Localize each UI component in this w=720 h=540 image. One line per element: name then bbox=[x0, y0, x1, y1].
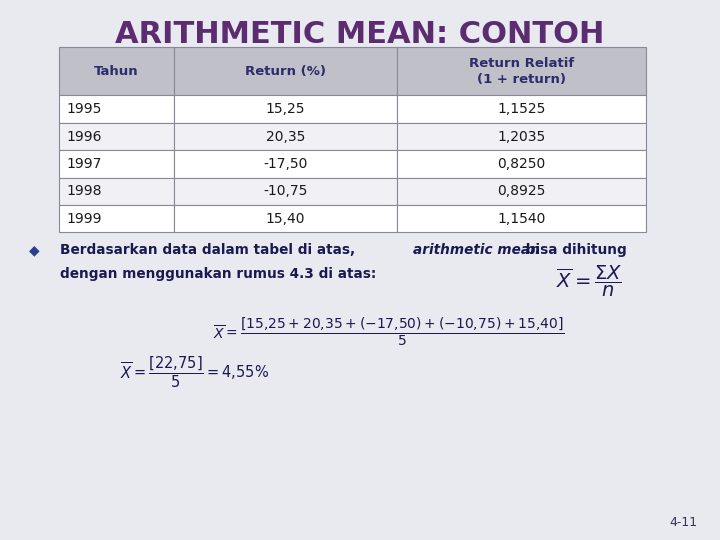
FancyBboxPatch shape bbox=[59, 205, 174, 232]
FancyBboxPatch shape bbox=[397, 205, 646, 232]
FancyBboxPatch shape bbox=[397, 150, 646, 178]
FancyBboxPatch shape bbox=[174, 205, 397, 232]
FancyBboxPatch shape bbox=[59, 150, 174, 178]
FancyBboxPatch shape bbox=[174, 150, 397, 178]
Text: -17,50: -17,50 bbox=[264, 157, 307, 171]
Text: 1998: 1998 bbox=[66, 184, 102, 198]
Text: Berdasarkan data dalam tabel di atas,: Berdasarkan data dalam tabel di atas, bbox=[60, 243, 360, 257]
Text: 1995: 1995 bbox=[66, 102, 102, 116]
Text: 1999: 1999 bbox=[66, 212, 102, 226]
Text: $\overline{X} = \dfrac{[15{,}25 + 20{,}35+(-17{,}50)+(-10{,}75)+ 15{,}40]}{5}$: $\overline{X} = \dfrac{[15{,}25 + 20{,}3… bbox=[213, 315, 564, 348]
Text: 1,2035: 1,2035 bbox=[498, 130, 546, 144]
Text: 1,1540: 1,1540 bbox=[498, 212, 546, 226]
Text: 1,1525: 1,1525 bbox=[498, 102, 546, 116]
FancyBboxPatch shape bbox=[174, 47, 397, 96]
FancyBboxPatch shape bbox=[397, 178, 646, 205]
Text: 1996: 1996 bbox=[66, 130, 102, 144]
FancyBboxPatch shape bbox=[59, 123, 174, 150]
Text: Tahun: Tahun bbox=[94, 65, 138, 78]
Text: -10,75: -10,75 bbox=[264, 184, 307, 198]
Text: 20,35: 20,35 bbox=[266, 130, 305, 144]
FancyBboxPatch shape bbox=[397, 96, 646, 123]
Text: Return (%): Return (%) bbox=[245, 65, 326, 78]
Text: 0,8250: 0,8250 bbox=[498, 157, 546, 171]
Text: dengan menggunakan rumus 4.3 di atas:: dengan menggunakan rumus 4.3 di atas: bbox=[60, 267, 377, 281]
FancyBboxPatch shape bbox=[59, 96, 174, 123]
Text: 4-11: 4-11 bbox=[669, 516, 697, 529]
Text: 15,40: 15,40 bbox=[266, 212, 305, 226]
FancyBboxPatch shape bbox=[174, 123, 397, 150]
FancyBboxPatch shape bbox=[174, 96, 397, 123]
FancyBboxPatch shape bbox=[59, 178, 174, 205]
FancyBboxPatch shape bbox=[174, 178, 397, 205]
Text: 0,8925: 0,8925 bbox=[498, 184, 546, 198]
Text: 1997: 1997 bbox=[66, 157, 102, 171]
Text: Return Relatif
(1 + return): Return Relatif (1 + return) bbox=[469, 57, 574, 86]
Text: 15,25: 15,25 bbox=[266, 102, 305, 116]
Text: $\overline{X} = \dfrac{\Sigma X}{n}$: $\overline{X} = \dfrac{\Sigma X}{n}$ bbox=[557, 264, 623, 299]
Text: ARITHMETIC MEAN: CONTOH: ARITHMETIC MEAN: CONTOH bbox=[115, 20, 605, 49]
Text: $\overline{X} = \dfrac{[22{,}75]}{5} = 4{,}55\%$: $\overline{X} = \dfrac{[22{,}75]}{5} = 4… bbox=[120, 354, 270, 390]
FancyBboxPatch shape bbox=[397, 123, 646, 150]
FancyBboxPatch shape bbox=[397, 47, 646, 96]
Text: bisa dihitung: bisa dihitung bbox=[521, 243, 626, 257]
Text: arithmetic mean: arithmetic mean bbox=[413, 243, 540, 257]
Text: ◆: ◆ bbox=[29, 243, 40, 257]
FancyBboxPatch shape bbox=[59, 47, 174, 96]
